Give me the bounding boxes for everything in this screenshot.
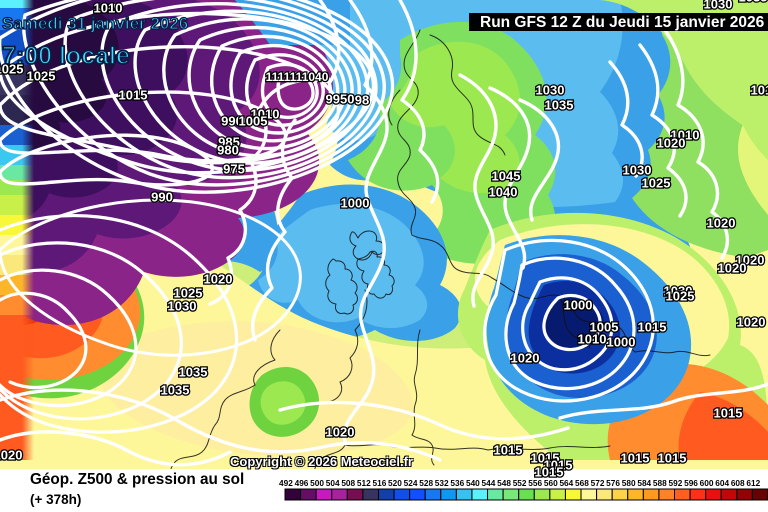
svg-text:492: 492: [279, 478, 293, 488]
svg-text:544: 544: [482, 478, 496, 488]
svg-text:580: 580: [622, 478, 636, 488]
svg-text:568: 568: [575, 478, 589, 488]
svg-text:552: 552: [513, 478, 527, 488]
svg-text:516: 516: [372, 478, 386, 488]
svg-text:584: 584: [637, 478, 651, 488]
svg-text:560: 560: [544, 478, 558, 488]
svg-text:612: 612: [746, 478, 760, 488]
svg-text:528: 528: [419, 478, 433, 488]
svg-text:596: 596: [684, 478, 698, 488]
svg-text:576: 576: [606, 478, 620, 488]
svg-text:512: 512: [357, 478, 371, 488]
svg-text:592: 592: [669, 478, 683, 488]
svg-text:600: 600: [700, 478, 714, 488]
svg-text:520: 520: [388, 478, 402, 488]
svg-text:504: 504: [326, 478, 340, 488]
svg-text:604: 604: [715, 478, 729, 488]
svg-text:536: 536: [450, 478, 464, 488]
svg-text:532: 532: [435, 478, 449, 488]
svg-text:608: 608: [731, 478, 745, 488]
svg-text:556: 556: [528, 478, 542, 488]
svg-text:548: 548: [497, 478, 511, 488]
svg-text:500: 500: [310, 478, 324, 488]
svg-text:540: 540: [466, 478, 480, 488]
svg-text:572: 572: [591, 478, 605, 488]
svg-text:496: 496: [295, 478, 309, 488]
svg-text:588: 588: [653, 478, 667, 488]
svg-text:564: 564: [559, 478, 573, 488]
svg-text:508: 508: [341, 478, 355, 488]
svg-text:524: 524: [404, 478, 418, 488]
